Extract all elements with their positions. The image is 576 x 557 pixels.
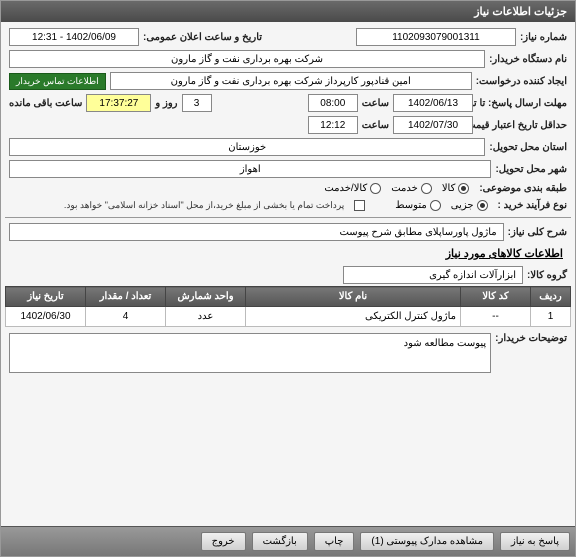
cell-code: -- xyxy=(461,307,531,327)
province-field: خوزستان xyxy=(9,138,485,156)
proc-jozi-label: جزیی xyxy=(451,200,474,211)
th-date: تاریخ نیاز xyxy=(6,287,86,307)
process-label: نوع فرآیند خرید : xyxy=(498,200,567,211)
buyer-label: نام دستگاه خریدار: xyxy=(489,54,567,65)
proc-jozi-radio[interactable]: جزیی xyxy=(451,200,488,211)
th-unit: واحد شمارش xyxy=(166,287,246,307)
validity-label: حداقل تاریخ اعتبار قیمت: تا تاریخ: xyxy=(477,120,567,131)
summary-field: ماژول پاورساپلای مطابق شرح پیوست xyxy=(9,223,504,241)
cat-khadamat-radio[interactable]: خدمت xyxy=(391,183,432,194)
cat-khadamat-label: خدمت xyxy=(391,183,418,194)
content: شماره نیاز: 1102093079001311 تاریخ و ساع… xyxy=(1,22,575,526)
cell-idx: 1 xyxy=(531,307,571,327)
saat-label-2: ساعت xyxy=(362,120,389,131)
need-number-label: شماره نیاز: xyxy=(520,32,567,43)
creator-label: ایجاد کننده درخواست: xyxy=(476,76,567,87)
need-number-field: 1102093079001311 xyxy=(356,28,516,46)
radio-icon xyxy=(458,183,469,194)
back-button[interactable]: بازگشت xyxy=(252,532,308,551)
summary-label: شرح کلی نیاز: xyxy=(508,227,567,238)
th-qty: تعداد / مقدار xyxy=(86,287,166,307)
window: جزئیات اطلاعات نیاز شماره نیاز: 11020930… xyxy=(0,0,576,557)
announce-label: تاریخ و ساعت اعلان عمومی: xyxy=(143,32,262,43)
buyer-notes-label: توضیحات خریدار: xyxy=(495,333,567,344)
buyer-notes-field: پیوست مطالعه شود xyxy=(9,333,491,373)
th-row: ردیف xyxy=(531,287,571,307)
cat-both-label: کالا/خدمت xyxy=(324,183,367,194)
divider xyxy=(5,217,571,218)
deadline-label: مهلت ارسال پاسخ: تا تاریخ: xyxy=(477,98,567,109)
table-row[interactable]: 1 -- ماژول کنترل الکتریکی عدد 4 1402/06/… xyxy=(6,307,571,327)
titlebar: جزئیات اطلاعات نیاز xyxy=(1,1,575,22)
deadline-date-field: 1402/06/13 xyxy=(393,94,473,112)
items-section-title: اطلاعات کالاهای مورد نیاز xyxy=(5,243,571,264)
cat-kala-label: کالا xyxy=(442,183,456,194)
group-field: ابزارآلات اندازه گیری xyxy=(343,266,523,284)
print-button[interactable]: چاپ xyxy=(314,532,355,551)
time-left-suffix: ساعت باقی مانده xyxy=(9,98,82,109)
group-label: گروه کالا: xyxy=(527,270,567,281)
cell-unit: عدد xyxy=(166,307,246,327)
radio-icon xyxy=(370,183,381,194)
proc-motevaset-radio[interactable]: متوسط xyxy=(395,200,440,211)
window-title: جزئیات اطلاعات نیاز xyxy=(474,6,567,18)
saat-label-1: ساعت xyxy=(362,98,389,109)
days-left-field: 3 xyxy=(182,94,212,112)
payment-note: پرداخت تمام یا بخشی از مبلغ خرید،از محل … xyxy=(64,200,344,211)
creator-field: امین قنادپور کارپرداز شرکت بهره برداری ن… xyxy=(110,72,472,90)
contact-button[interactable]: اطلاعات تماس خریدار xyxy=(9,73,106,90)
announce-field: 1402/06/09 - 12:31 xyxy=(9,28,139,46)
th-name: نام کالا xyxy=(246,287,461,307)
validity-time-field: 12:12 xyxy=(308,116,358,134)
exit-button[interactable]: خروج xyxy=(201,532,246,551)
category-label: طبقه بندی موضوعی: xyxy=(479,183,567,194)
respond-button[interactable]: پاسخ به نیاز xyxy=(500,532,570,551)
rooz-label: روز و xyxy=(155,98,177,109)
th-code: کد کالا xyxy=(461,287,531,307)
proc-motevaset-label: متوسط xyxy=(395,200,426,211)
radio-icon xyxy=(430,200,441,211)
city-field: اهواز xyxy=(9,160,491,178)
cat-both-radio[interactable]: کالا/خدمت xyxy=(324,183,381,194)
radio-icon xyxy=(477,200,488,211)
cell-date: 1402/06/30 xyxy=(6,307,86,327)
cell-qty: 4 xyxy=(86,307,166,327)
buyer-field: شرکت بهره برداری نفت و گاز مارون xyxy=(9,50,485,68)
cell-name: ماژول کنترل الکتریکی xyxy=(246,307,461,327)
cat-kala-radio[interactable]: کالا xyxy=(442,183,470,194)
radio-icon xyxy=(421,183,432,194)
validity-date-field: 1402/07/30 xyxy=(393,116,473,134)
attachments-button[interactable]: مشاهده مدارک پیوستی (1) xyxy=(360,532,494,551)
province-label: استان محل تحویل: xyxy=(489,142,567,153)
table-header-row: ردیف کد کالا نام کالا واحد شمارش تعداد /… xyxy=(6,287,571,307)
city-label: شهر محل تحویل: xyxy=(495,164,567,175)
time-left-field: 17:37:27 xyxy=(86,94,151,112)
deadline-time-field: 08:00 xyxy=(308,94,358,112)
footer: پاسخ به نیاز مشاهده مدارک پیوستی (1) چاپ… xyxy=(1,526,575,556)
items-table: ردیف کد کالا نام کالا واحد شمارش تعداد /… xyxy=(5,286,571,327)
payment-checkbox[interactable] xyxy=(354,200,365,211)
